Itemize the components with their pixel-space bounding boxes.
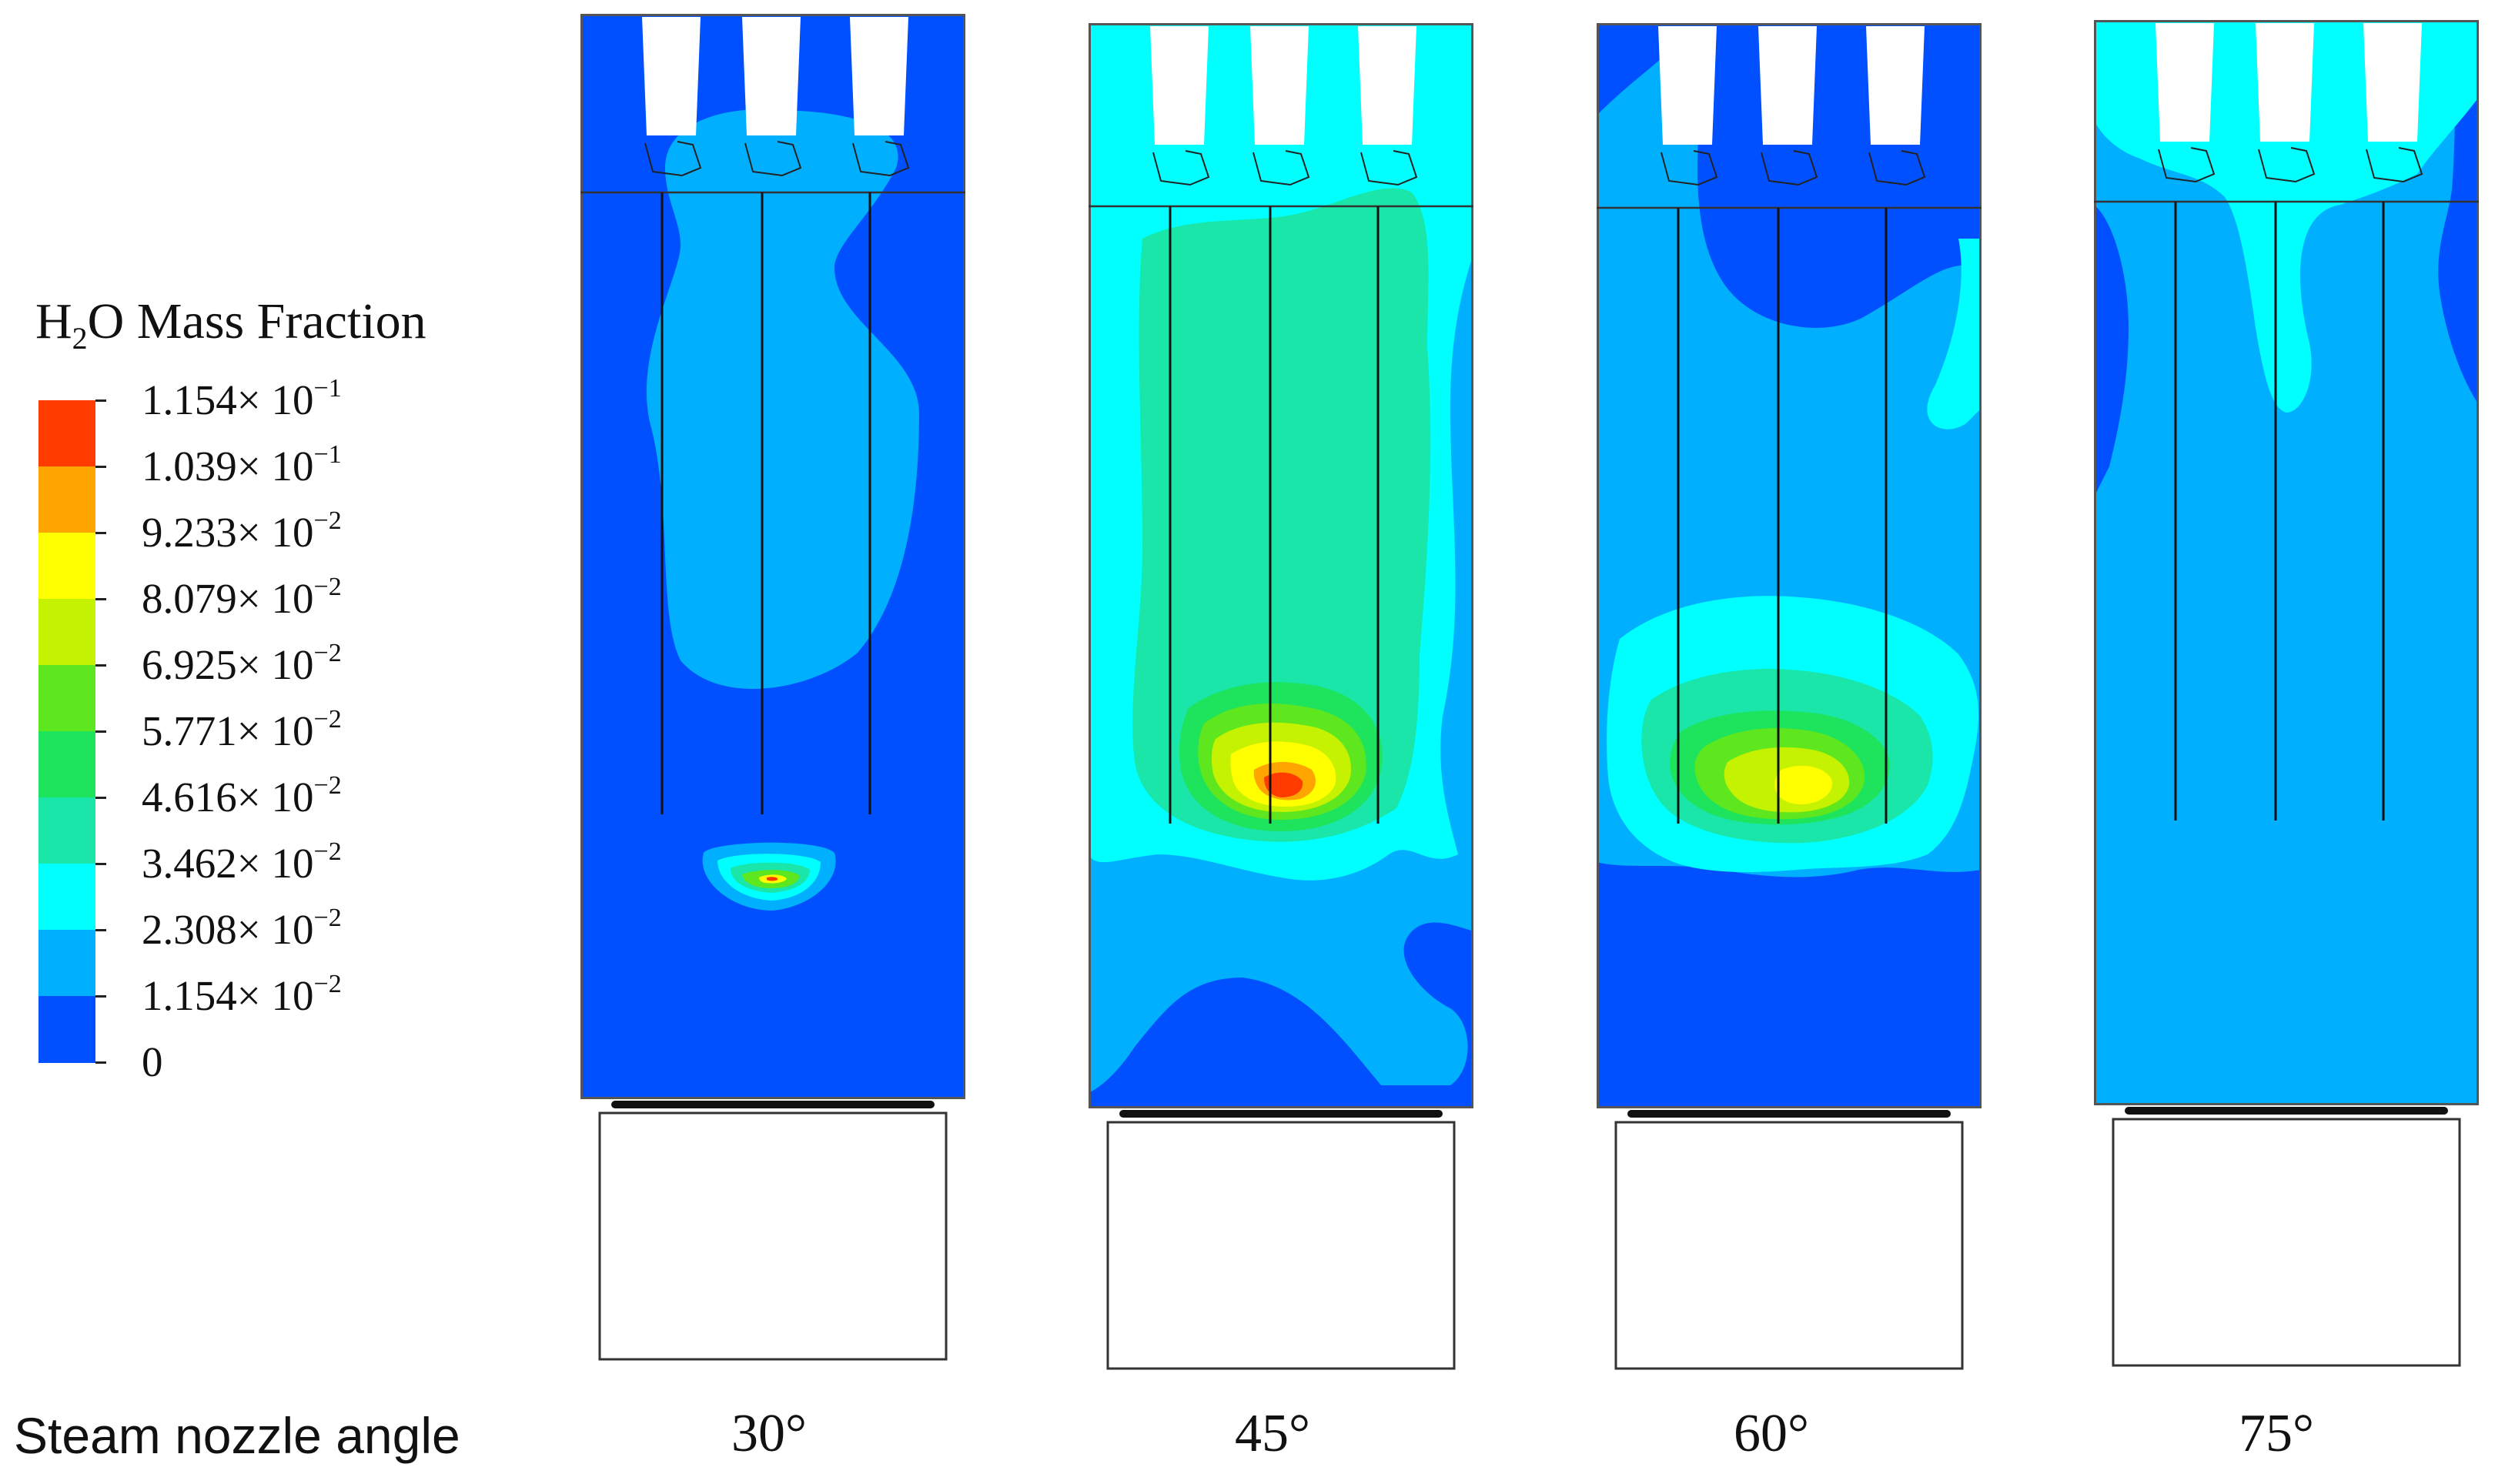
- colorbar-tick: [95, 598, 106, 600]
- colorbar-tick: [95, 532, 106, 534]
- colorbar-tick: [95, 466, 106, 468]
- colorbar-label: 2.308× 10−2: [142, 904, 342, 953]
- colorbar-segment: [38, 996, 95, 1063]
- colorbar-segment: [38, 864, 95, 931]
- panel-60-deg: [1597, 23, 1982, 1385]
- colorbar: [38, 400, 95, 1063]
- angle-label-60: 60°: [1734, 1404, 1809, 1463]
- panel-30-deg: [580, 14, 965, 1376]
- colorbar-label: 5.771× 10−2: [142, 705, 342, 754]
- contour-plot: [580, 14, 965, 1361]
- colorbar-tick: [95, 995, 106, 998]
- steam-nozzle: [1150, 26, 1209, 145]
- colorbar-tick: [95, 863, 106, 865]
- colorbar-segment: [38, 599, 95, 666]
- contour-region: [767, 877, 778, 881]
- contour-plot: [1597, 23, 1982, 1370]
- colorbar-label: 4.616× 10−2: [142, 771, 342, 821]
- colorbar-label: 1.154× 10−2: [142, 970, 342, 1019]
- colorbar-label: 0: [142, 1038, 163, 1085]
- steam-nozzle: [1358, 26, 1416, 145]
- colorbar-segment: [38, 731, 95, 798]
- panel-75-deg: [2094, 20, 2479, 1382]
- colorbar-tick: [95, 664, 106, 667]
- panel-45-deg: [1089, 23, 1473, 1385]
- contour-region: [1264, 772, 1303, 797]
- steam-nozzle: [1658, 26, 1717, 145]
- contour-region: [2094, 205, 2129, 497]
- contour-region: [1132, 188, 1431, 842]
- angle-label-30: 30°: [731, 1404, 807, 1463]
- colorbar-segment: [38, 797, 95, 864]
- colorbar-segment: [38, 400, 95, 467]
- colorbar-tick: [95, 929, 106, 931]
- colorbar-label: 1.039× 10−1: [142, 440, 342, 490]
- colorbar-label: 1.154× 10−1: [142, 374, 342, 423]
- contour-region: [1774, 765, 1832, 805]
- colorbar-segment: [38, 930, 95, 997]
- steam-nozzle: [742, 17, 801, 135]
- colorbar-segment: [38, 533, 95, 600]
- contour-region: [1927, 239, 1982, 429]
- colorbar-tick: [95, 1061, 106, 1064]
- contour-region: [646, 109, 919, 690]
- colorbar-label: 3.462× 10−2: [142, 837, 342, 887]
- colorbar-label: 6.925× 10−2: [142, 639, 342, 688]
- contour-field: [1089, 23, 1473, 1108]
- angle-label-75: 75°: [2239, 1404, 2314, 1463]
- steam-nozzle: [1866, 26, 1925, 145]
- colorbar-label: 8.079× 10−2: [142, 573, 342, 622]
- steam-nozzle: [850, 17, 908, 135]
- colorbar-segment: [38, 466, 95, 533]
- colorbar-tick: [95, 730, 106, 733]
- steam-nozzle: [2256, 23, 2314, 142]
- colorbar-tick: [95, 399, 106, 402]
- colorbar-segment: [38, 665, 95, 732]
- steam-nozzle: [642, 17, 701, 135]
- contour-plot: [1089, 23, 1473, 1370]
- angle-label-45: 45°: [1235, 1404, 1310, 1463]
- contour-plot: [2094, 20, 2479, 1367]
- steam-nozzle: [2363, 23, 2422, 142]
- contour-field: [1597, 23, 1982, 1108]
- steam-nozzle: [1758, 26, 1817, 145]
- contour-field: [2094, 20, 2479, 1105]
- contour-field: [580, 14, 965, 1099]
- legend-title: H2O Mass Fraction: [35, 293, 426, 356]
- contour-region: [2438, 20, 2479, 405]
- steam-nozzle: [1250, 26, 1309, 145]
- colorbar-label: 9.233× 10−2: [142, 506, 342, 556]
- colorbar-tick: [95, 797, 106, 799]
- axis-label: Steam nozzle angle: [14, 1407, 460, 1464]
- steam-nozzle: [2156, 23, 2214, 142]
